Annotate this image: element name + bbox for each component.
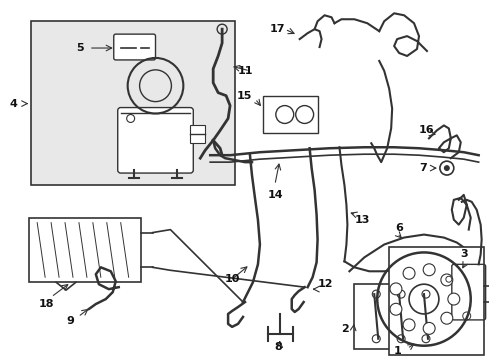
Text: 1: 1 xyxy=(394,346,402,356)
Text: 18: 18 xyxy=(39,299,55,309)
Bar xyxy=(29,218,141,282)
FancyBboxPatch shape xyxy=(118,108,193,173)
Text: 7: 7 xyxy=(419,163,427,173)
Text: 17: 17 xyxy=(270,24,285,34)
Text: 16: 16 xyxy=(419,125,435,135)
Circle shape xyxy=(403,319,415,331)
Text: 13: 13 xyxy=(354,215,370,225)
Circle shape xyxy=(441,274,453,286)
Text: 12: 12 xyxy=(318,279,333,289)
Bar xyxy=(389,247,484,355)
Circle shape xyxy=(390,303,402,315)
Text: 3: 3 xyxy=(461,249,468,260)
Text: 10: 10 xyxy=(225,274,241,284)
Text: 4: 4 xyxy=(9,99,17,109)
Circle shape xyxy=(441,312,453,324)
Text: 8: 8 xyxy=(275,342,283,352)
Text: 11: 11 xyxy=(238,66,253,76)
Circle shape xyxy=(423,323,435,334)
Circle shape xyxy=(444,165,450,171)
Text: 15: 15 xyxy=(237,91,252,101)
Bar xyxy=(354,284,454,349)
Text: 9: 9 xyxy=(66,316,74,326)
Bar xyxy=(190,125,205,143)
Text: 5: 5 xyxy=(76,43,84,53)
Circle shape xyxy=(390,283,402,295)
FancyBboxPatch shape xyxy=(114,34,155,60)
Text: 6: 6 xyxy=(395,222,403,233)
Bar xyxy=(31,21,235,185)
Bar xyxy=(263,96,318,133)
Text: 2: 2 xyxy=(342,324,349,334)
Circle shape xyxy=(448,293,460,305)
Circle shape xyxy=(403,267,415,279)
Circle shape xyxy=(423,264,435,276)
Text: 14: 14 xyxy=(268,190,284,200)
